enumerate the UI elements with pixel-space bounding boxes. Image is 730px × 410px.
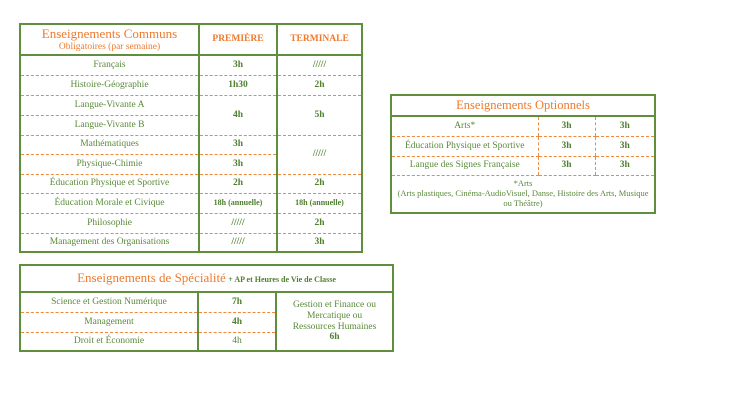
communs-header: Enseignements Communs Obligatoires (par s…: [20, 24, 199, 56]
premiere-value: 2h: [198, 174, 277, 194]
row-label: Philosophie: [20, 213, 199, 234]
row-label: Histoire-Géographie: [20, 75, 199, 96]
communs-table: Enseignements Communs Obligatoires (par s…: [19, 23, 363, 253]
terminale-value: 2h: [276, 75, 362, 96]
row-label: Management: [20, 312, 198, 333]
premiere-value: 3h: [198, 55, 277, 76]
row-label: Éducation Physique et Sportive: [20, 174, 199, 194]
specialite-table: Enseignements de Spécialité + AP et Heur…: [19, 264, 395, 352]
terminale-hours: 6h: [329, 332, 340, 343]
premiere-value: 3h: [198, 135, 277, 155]
terminale-value: 3h: [594, 136, 656, 157]
premiere-value: /////: [198, 213, 277, 234]
specialite-title: Enseignements de Spécialité: [77, 270, 226, 286]
row-label: Science et Gestion Numérique: [20, 292, 198, 313]
terminale-value: 18h (annuelle): [276, 193, 362, 214]
row-label: Mathématiques: [20, 135, 199, 155]
specialite-header: Enseignements de Spécialité + AP et Heur…: [20, 265, 394, 293]
row-label: Éducation Morale et Civique: [20, 193, 199, 214]
premiere-value: /////: [198, 233, 277, 252]
terminale-value: 2h: [276, 174, 362, 194]
premiere-value: 3h: [198, 154, 277, 175]
premiere-value: 3h: [537, 116, 595, 137]
specialite-subtitle: + AP et Heures de Vie de Classe: [228, 275, 336, 285]
optionnels-title: Enseignements Optionnels: [391, 95, 656, 117]
premiere-value: 18h (annuelle): [198, 193, 277, 214]
row-label: Éducation Physique et Sportive: [391, 136, 538, 157]
premiere-value: 3h: [537, 136, 595, 157]
row-label: Physique-Chimie: [20, 154, 199, 175]
premiere-header: PREMIÈRE: [198, 24, 277, 56]
premiere-value: 1h30: [198, 75, 277, 96]
communs-subtitle: Obligatoires (par semaine): [58, 41, 161, 52]
row-label: Langue des Signes Française: [391, 156, 538, 176]
premiere-value: 3h: [537, 156, 595, 176]
terminale-value: 5h: [276, 95, 362, 136]
terminale-value: 3h: [276, 233, 362, 252]
row-label: Langue-Vivante B: [20, 115, 199, 136]
row-label: Français: [20, 55, 199, 76]
optionnels-table: Enseignements Optionnels Arts* 3h 3h Éduca…: [390, 94, 657, 214]
premiere-value: 4h: [197, 312, 276, 333]
optionnels-footnote: *Arts (Arts plastiques, Cinéma-AudioVisue…: [391, 175, 655, 213]
row-label: Droit et Économie: [73, 335, 145, 346]
premiere-value: 4h: [197, 332, 276, 351]
communs-title: Enseignements Communs: [41, 25, 178, 41]
terminale-value: 2h: [276, 213, 362, 234]
terminale-text: Gestion et Finance ou Mercatique ou Ress…: [292, 299, 377, 332]
footnote-text: (Arts plastiques, Cinéma-AudioVisuel, Da…: [397, 187, 649, 208]
terminale-value: 3h: [594, 156, 656, 176]
terminale-value: /////: [276, 135, 362, 175]
terminale-value: /////: [276, 55, 362, 76]
premiere-value: 7h: [197, 292, 276, 313]
footnote-title: *Arts: [513, 178, 533, 189]
specialite-terminale: Gestion et Finance ou Mercatique ou Ress…: [274, 292, 394, 351]
row-label: Arts*: [391, 116, 538, 137]
premiere-value: 4h: [198, 95, 277, 136]
terminale-value: 3h: [594, 116, 656, 137]
row-label: Langue-Vivante A: [20, 95, 199, 116]
row-label: Management des Organisations: [49, 236, 170, 247]
terminale-header: TERMINALE: [276, 24, 362, 56]
